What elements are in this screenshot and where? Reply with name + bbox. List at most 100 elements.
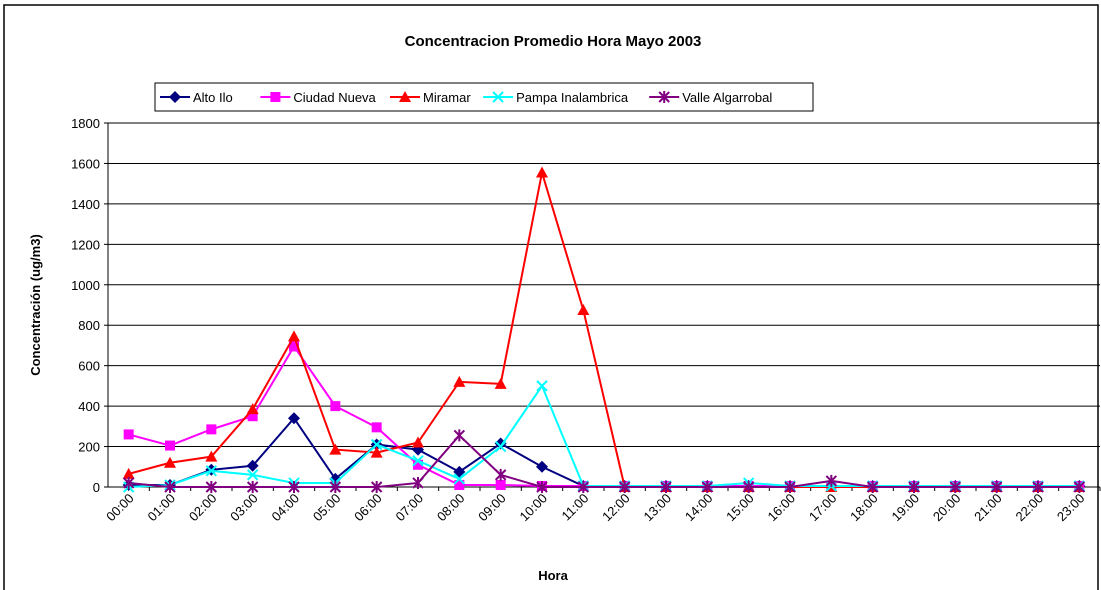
marker [329, 472, 342, 485]
marker [122, 467, 135, 479]
x-tick-label: 05:00 [310, 491, 344, 525]
marker [165, 440, 175, 451]
marker [370, 481, 383, 493]
y-tick-label: 400 [78, 399, 100, 414]
series-line [128, 383, 1080, 488]
marker [412, 436, 424, 448]
x-tick-label: 07:00 [393, 491, 427, 525]
x-tick-label: 12:00 [599, 491, 633, 525]
y-tick-label: 600 [78, 359, 100, 374]
marker [370, 446, 383, 458]
marker [453, 375, 466, 387]
series-line [128, 172, 1080, 488]
marker [536, 380, 548, 392]
marker [329, 481, 342, 493]
legend-label: Pampa Inalambrica [516, 90, 629, 105]
x-tick-label: 21:00 [971, 491, 1005, 525]
marker [536, 166, 548, 178]
series-line [128, 433, 1080, 488]
y-tick-label: 1800 [71, 116, 100, 131]
x-tick-label: 13:00 [641, 491, 675, 525]
marker [825, 474, 838, 487]
marker [164, 481, 176, 493]
marker [866, 481, 879, 493]
marker [494, 468, 507, 481]
x-tick-label: 14:00 [682, 491, 716, 525]
marker [577, 481, 590, 493]
marker [370, 438, 383, 451]
x-tick-label: 18:00 [847, 491, 881, 525]
x-tick-label: 03:00 [227, 491, 261, 525]
marker [990, 481, 1003, 493]
x-tick-label: 00:00 [103, 491, 137, 525]
marker [246, 481, 259, 493]
marker [270, 92, 281, 102]
y-axis-title: Concentración (ug/m3) [28, 234, 43, 376]
marker [536, 460, 548, 473]
marker [329, 443, 342, 455]
x-tick-label: 02:00 [186, 491, 220, 525]
y-tick-label: 200 [78, 440, 100, 455]
marker [246, 403, 259, 415]
series-line [128, 416, 1080, 487]
marker [492, 91, 504, 103]
marker [206, 424, 217, 435]
marker [288, 412, 300, 425]
marker [371, 422, 382, 433]
x-tick-label: 23:00 [1054, 491, 1088, 525]
marker [494, 440, 507, 453]
marker [246, 469, 259, 481]
x-tick-label: 09:00 [475, 491, 509, 525]
marker [330, 401, 341, 412]
marker [164, 456, 176, 468]
y-tick-label: 1400 [71, 197, 100, 212]
x-tick-label: 20:00 [930, 491, 964, 525]
marker [288, 481, 300, 493]
x-tick-label: 04:00 [269, 491, 303, 525]
marker [908, 481, 920, 493]
marker [742, 481, 755, 493]
marker [453, 473, 466, 485]
x-tick-label: 19:00 [889, 491, 923, 525]
legend-label: Miramar [423, 90, 471, 105]
marker [412, 455, 424, 467]
marker [618, 481, 631, 493]
marker [205, 465, 218, 477]
marker [205, 450, 218, 462]
legend-label: Valle Algarrobal [682, 90, 772, 105]
marker [660, 481, 672, 493]
y-tick-label: 1600 [71, 156, 100, 171]
marker [289, 341, 299, 352]
marker [949, 481, 962, 493]
marker [205, 481, 218, 493]
x-tick-label: 06:00 [351, 491, 385, 525]
chart-title: Concentracion Promedio Hora Mayo 2003 [405, 33, 702, 50]
y-tick-label: 1000 [71, 278, 100, 293]
marker [494, 377, 507, 389]
chart-frame [3, 4, 1099, 590]
marker [536, 481, 548, 493]
marker [412, 476, 424, 489]
y-tick-label: 0 [93, 480, 100, 495]
marker [495, 479, 506, 490]
legend-label: Alto Ilo [193, 90, 233, 105]
marker [123, 429, 134, 440]
marker [454, 479, 465, 490]
series-line [128, 344, 1080, 487]
x-axis-title: Hora [538, 568, 568, 583]
x-tick-label: 11:00 [559, 491, 592, 524]
marker [453, 429, 466, 442]
marker [169, 91, 181, 103]
x-tick-label: 08:00 [434, 491, 468, 525]
x-tick-label: 10:00 [517, 491, 551, 525]
y-tick-label: 1200 [71, 237, 100, 252]
legend-label: Ciudad Nueva [293, 90, 376, 105]
marker [658, 91, 670, 103]
marker [577, 304, 590, 316]
marker [122, 476, 135, 489]
x-tick-label: 22:00 [1013, 491, 1047, 525]
x-tick-label: 16:00 [765, 491, 799, 525]
marker [1073, 481, 1086, 493]
marker [784, 481, 796, 493]
